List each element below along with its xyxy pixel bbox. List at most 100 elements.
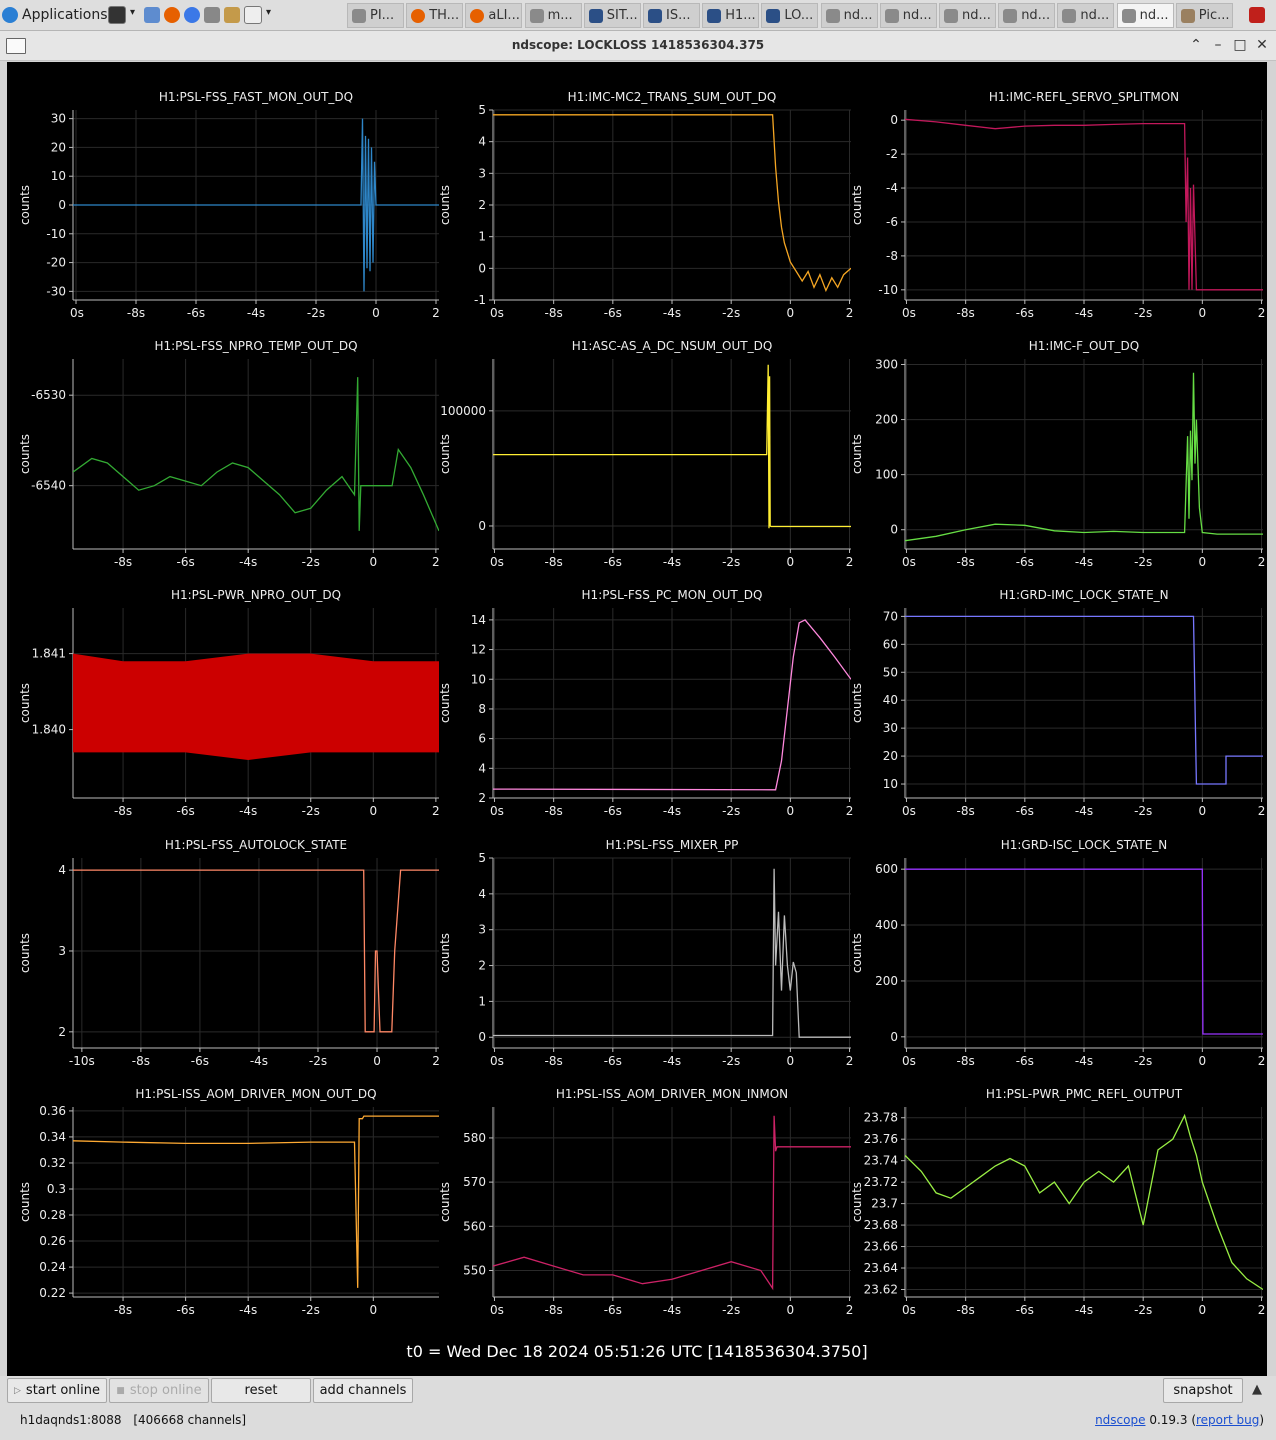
chart-title: H1:IMC-F_OUT_DQ	[1029, 339, 1139, 353]
taskbar-task-label: LO...	[784, 8, 814, 23]
plot-canvas: H1:PSL-FSS_FAST_MON_OUT_DQ 30 20 10 0 -10 -20-…	[7, 62, 1267, 1376]
x-tick-label: 0s	[490, 306, 504, 320]
y-tick-label: 40	[883, 693, 898, 707]
series-line	[493, 619, 851, 791]
folder-icon[interactable]	[144, 7, 160, 23]
y-tick-label: 550	[463, 1263, 486, 1277]
reset-button[interactable]: reset	[211, 1378, 311, 1403]
x-tick-label: -8s	[957, 1054, 975, 1068]
x-tick-label: -2s	[302, 804, 320, 818]
stop-online-button[interactable]: ■ stop online	[109, 1378, 209, 1403]
firefox-icon[interactable]	[164, 7, 180, 23]
x-tick-label: -6s	[604, 306, 622, 320]
chevron-down-icon[interactable]: ▾	[266, 7, 272, 18]
x-tick-label: 0	[373, 1054, 381, 1068]
start-online-button[interactable]: ▷ start online	[7, 1378, 107, 1403]
x-tick-label: -8s	[957, 804, 975, 818]
series-line	[493, 868, 851, 1038]
x-tick-label: -2s	[722, 555, 740, 569]
taskbar-task[interactable]: aLI...	[465, 3, 523, 28]
chart-title: H1:IMC-MC2_TRANS_SUM_OUT_DQ	[568, 90, 777, 104]
share-icon[interactable]	[204, 7, 220, 23]
y-tick-label: 0	[890, 1030, 898, 1044]
taskbar-task[interactable]: nd...	[820, 3, 878, 28]
terminal-icon[interactable]	[108, 6, 126, 24]
x-tick-label: -4s	[663, 555, 681, 569]
window-icon	[1003, 8, 1018, 23]
taskbar-task[interactable]: H1...	[702, 3, 760, 28]
y-tick-label: -1	[474, 293, 486, 307]
y-axis-label: counts	[850, 185, 864, 225]
taskbar-task[interactable]: LO...	[761, 3, 819, 28]
x-tick-label: -4s	[1075, 804, 1093, 818]
taskbar-task[interactable]: nd...	[939, 3, 996, 28]
x-tick-label: 0	[1199, 804, 1207, 818]
taskbar-task[interactable]: nd...	[879, 3, 937, 28]
chevron-down-icon[interactable]: ▾	[130, 7, 136, 18]
picture-icon	[1180, 8, 1195, 23]
ndscope-link[interactable]: ndscope	[1095, 1413, 1146, 1427]
x-tick-label: 0s	[490, 804, 504, 818]
x-tick-label: 2	[846, 555, 854, 569]
chart-title: H1:PSL-PWR_PMC_REFL_OUTPUT	[986, 1087, 1183, 1101]
chromium-icon[interactable]	[184, 7, 200, 23]
applications-menu-icon	[2, 7, 18, 23]
y-tick-label: 23.68	[864, 1218, 898, 1232]
x-tick-label: 0	[1199, 1054, 1207, 1068]
y-tick-label: 0.24	[39, 1260, 66, 1274]
taskbar-task[interactable]: PI...	[347, 3, 404, 28]
power-icon	[1249, 7, 1265, 23]
users-icon[interactable]	[224, 7, 240, 23]
applications-menu[interactable]: Applications	[2, 3, 108, 27]
y-tick-label: 0.36	[39, 1104, 66, 1118]
y-tick-label: 0.22	[39, 1286, 66, 1300]
taskbar-task[interactable]: nd...	[1057, 3, 1115, 28]
add-channels-button[interactable]: add channels	[313, 1378, 413, 1403]
y-axis-label: counts	[18, 185, 32, 225]
taskbar-task-label: aLI...	[488, 8, 520, 23]
x-tick-label: 0	[787, 555, 795, 569]
x-tick-label: -8s	[957, 555, 975, 569]
chevron-up-icon[interactable]: ⌃	[1190, 37, 1202, 53]
minimize-icon[interactable]: –	[1214, 37, 1222, 53]
chart-title: H1:PSL-FSS_NPRO_TEMP_OUT_DQ	[154, 339, 357, 353]
y-tick-label: 1.841	[32, 647, 66, 661]
x-tick-label: -6s	[177, 804, 195, 818]
y-tick-label: 14	[471, 613, 486, 627]
expand-panel-icon[interactable]: ▲	[1252, 1382, 1262, 1397]
y-tick-label: 23.76	[864, 1132, 898, 1146]
maximize-icon[interactable]: □	[1233, 37, 1247, 53]
series-line	[73, 118, 439, 292]
window-icon	[1121, 8, 1136, 23]
close-icon[interactable]: ✕	[1256, 37, 1268, 53]
taskbar-task[interactable]: m...	[524, 3, 582, 28]
x-tick-label: 2	[1258, 804, 1266, 818]
report-bug-link[interactable]: report bug	[1196, 1413, 1260, 1427]
taskbar-task[interactable]: Pic...	[1175, 3, 1233, 28]
x-tick-label: 2	[432, 1054, 440, 1068]
taskbar-task[interactable]: nd...	[998, 3, 1056, 28]
y-tick-label: 20	[883, 749, 898, 763]
window-menu-icon[interactable]	[6, 38, 26, 54]
x-tick-label: 0s	[902, 555, 916, 569]
x-tick-label: -2s	[1134, 555, 1152, 569]
taskbar-task[interactable]: nd...	[1116, 3, 1174, 28]
y-tick-label: 300	[875, 358, 898, 372]
y-tick-label: 580	[463, 1131, 486, 1145]
chart-title: H1:PSL-FSS_PC_MON_OUT_DQ	[582, 588, 763, 602]
snapshot-button[interactable]: snapshot	[1163, 1378, 1243, 1403]
chart-title: H1:IMC-REFL_SERVO_SPLITMON	[989, 90, 1179, 104]
stop-icon: ■	[116, 1385, 125, 1396]
y-tick-label: 400	[875, 918, 898, 932]
window-icon	[1062, 8, 1077, 23]
taskbar-task[interactable]: SIT...	[583, 3, 641, 28]
taskbar-task[interactable]: IS...	[643, 3, 700, 28]
y-tick-label: 70	[883, 609, 898, 623]
x-tick-label: -2s	[1134, 804, 1152, 818]
add-channels-label: add channels	[319, 1383, 407, 1398]
tray-icon[interactable]	[1249, 3, 1269, 27]
taskbar-task[interactable]: TH...	[406, 3, 464, 28]
x-tick-label: -6s	[1016, 1054, 1034, 1068]
y-axis-label: counts	[18, 933, 32, 973]
notes-icon[interactable]	[244, 6, 262, 24]
